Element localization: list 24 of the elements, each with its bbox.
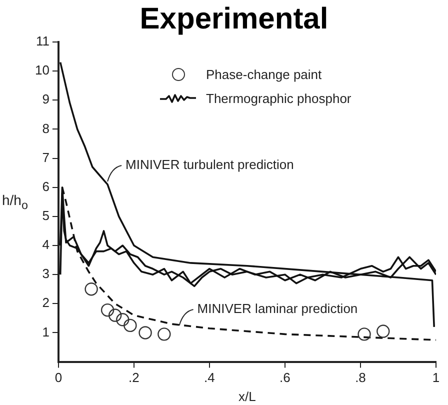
y-tick-label: 5 xyxy=(42,208,50,224)
annotation: MINIVER turbulent prediction xyxy=(126,157,294,172)
y-tick-label: 3 xyxy=(42,266,50,282)
x-tick-label: 0 xyxy=(54,370,62,386)
legend-label: Phase-change paint xyxy=(206,66,322,82)
x-axis-title: x/L xyxy=(238,388,256,404)
x-tick-label: 1 xyxy=(432,370,440,386)
y-tick-label: 10 xyxy=(34,62,50,78)
y-axis-title: h/h$_{o}$ xyxy=(2,192,28,212)
y-tick-label: 8 xyxy=(42,120,50,136)
annotation: MINIVER laminar prediction xyxy=(197,301,358,316)
y-tick-label: 2 xyxy=(42,295,50,310)
y-tick-label: 11 xyxy=(36,34,50,49)
y-tick-label: 4 xyxy=(42,237,50,252)
y-tick-label: 6 xyxy=(42,178,50,194)
legend-label: Thermographic phosphor xyxy=(206,90,352,106)
x-tick-label: .8 xyxy=(355,370,366,386)
chart-title: Experimental xyxy=(140,2,328,36)
y-tick-label: 9 xyxy=(42,92,50,107)
x-tick-label: .4 xyxy=(204,370,215,386)
y-tick-label: 1 xyxy=(42,324,50,340)
x-tick-label: .2 xyxy=(128,370,140,386)
x-tick-label: .6 xyxy=(280,370,290,386)
y-tick-label: 7 xyxy=(42,150,50,165)
